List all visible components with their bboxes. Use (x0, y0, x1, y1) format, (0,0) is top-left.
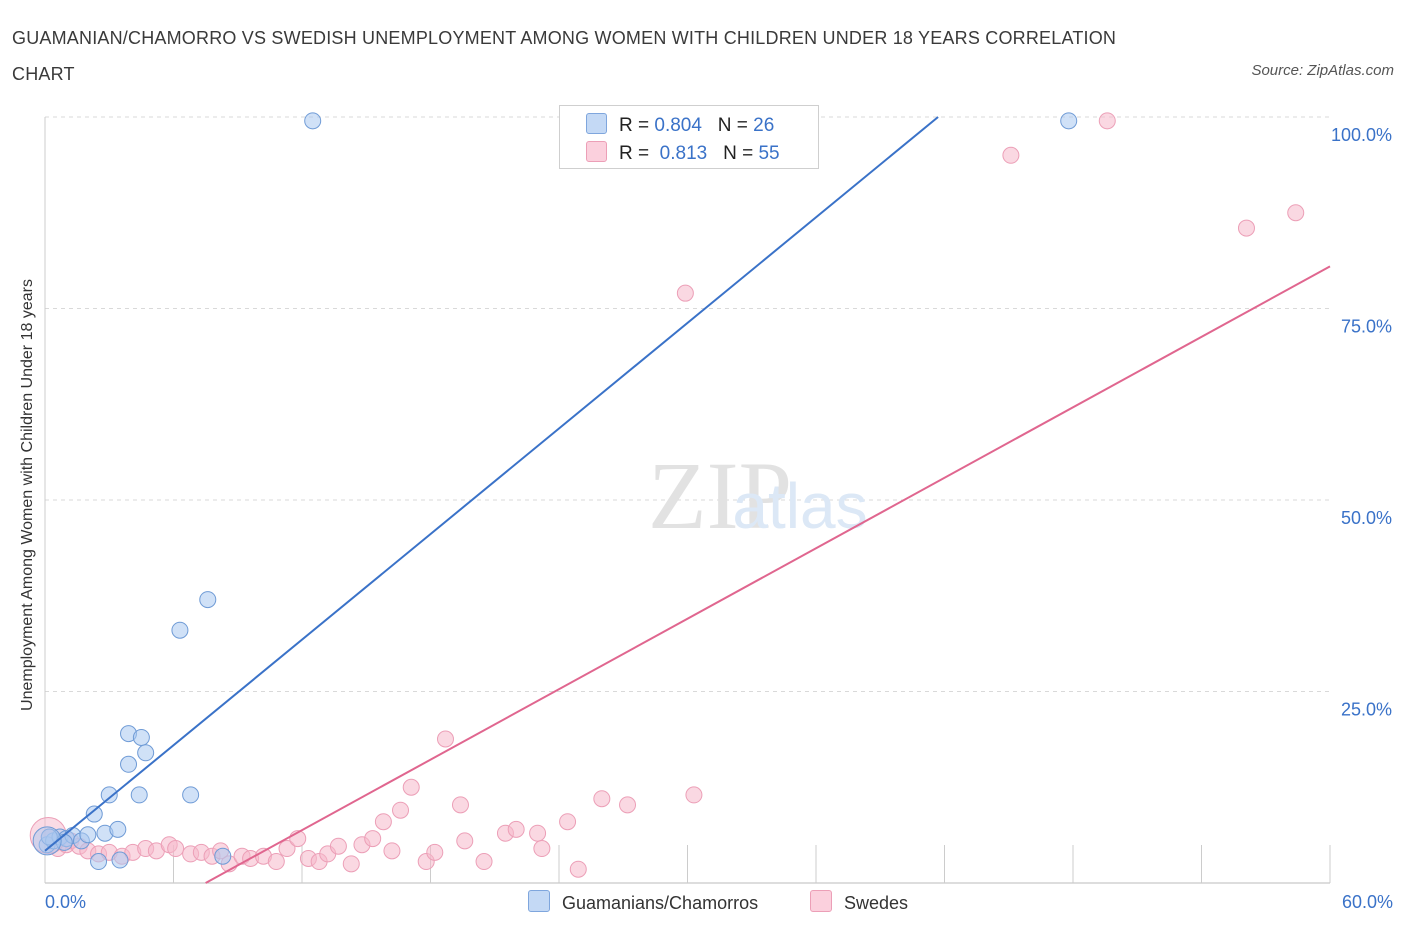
gridlines (45, 116, 1330, 692)
legend-row-guamanians: R = 0.804 N = 26 (586, 113, 774, 137)
guamanians-point (304, 112, 322, 130)
swedes-point (475, 853, 493, 871)
swedes-point (507, 820, 525, 838)
guamanians-point (100, 786, 118, 804)
swedes-point (529, 824, 547, 842)
n-value-guamanians: 26 (753, 115, 775, 136)
blue-swatch (586, 113, 607, 134)
swedes-point (426, 843, 444, 861)
guamanians-point (214, 847, 232, 865)
r-value-swedes: 0.813 (659, 143, 708, 164)
stats-legend: R = 0.804 N = 26 R = 0.813 N = 55 (559, 105, 819, 169)
y-tick-label: 100.0% (1331, 125, 1392, 145)
swedes-point (533, 840, 551, 858)
legend-row-swedes: R = 0.813 N = 55 (586, 141, 780, 165)
swedes-point (329, 837, 347, 855)
guamanians-point (182, 786, 200, 804)
swedes-point (619, 796, 637, 814)
swedes-point (267, 853, 285, 871)
y-tick-label: 75.0% (1341, 317, 1392, 337)
swedes-point (685, 786, 703, 804)
guamanians-point (79, 826, 97, 844)
chart-title: GUAMANIAN/CHAMORRO VS SWEDISH UNEMPLOYME… (12, 28, 1117, 84)
swedes-point (1287, 204, 1305, 222)
swedes-point (383, 842, 401, 860)
legend-swedes-label: Swedes (844, 893, 909, 913)
r-value-guamanians: 0.804 (654, 115, 702, 136)
swedes-point (1098, 112, 1116, 130)
guamanians-point (199, 591, 217, 609)
blue-swatch (528, 890, 550, 912)
swedes-point (278, 840, 296, 858)
guamanians-point (1060, 112, 1078, 130)
swedes-point (402, 778, 420, 796)
swedes-point (593, 790, 611, 808)
guamanians-point (109, 820, 127, 838)
guamanians-point (90, 853, 108, 871)
guamanians-point (137, 744, 155, 762)
swedes-trend-line (205, 265, 1331, 884)
watermark-zip: ZIP (648, 442, 792, 549)
guamanians-point (132, 728, 150, 746)
swedes-point (676, 284, 694, 302)
watermark-atlas: atlas (732, 470, 867, 542)
x-tick-label: 60.0% (1342, 892, 1393, 912)
guamanians-point (111, 851, 129, 869)
swedes-point (569, 860, 587, 878)
legend-swedes: Swedes (810, 890, 908, 914)
x-tick-label: 0.0% (45, 892, 86, 912)
swedes-point (364, 830, 382, 848)
y-tick-label: 50.0% (1341, 508, 1392, 528)
swedes-points (29, 112, 1305, 878)
swedes-point (1002, 146, 1020, 164)
guamanians-points (32, 112, 1078, 871)
swedes-point (342, 855, 360, 873)
swedes-point (436, 730, 454, 748)
swedes-point (392, 801, 410, 819)
y-tick-label: 25.0% (1341, 700, 1392, 720)
guamanians-point (171, 621, 189, 639)
n-value-swedes: 55 (758, 143, 780, 164)
guamanians-point (120, 755, 138, 773)
guamanians-point (85, 805, 103, 823)
swedes-point (167, 840, 185, 858)
swedes-point (456, 832, 474, 850)
guamanians-point (32, 826, 62, 856)
swedes-point (559, 813, 577, 831)
pink-swatch (586, 141, 607, 162)
swedes-point (374, 813, 392, 831)
legend-guamanians-label: Guamanians/Chamorros (562, 893, 759, 913)
legend-guamanians: Guamanians/Chamorros (528, 890, 758, 914)
chart-source: Source: ZipAtlas.com (1251, 62, 1394, 79)
tick-labels: 25.0% 50.0% 75.0% 100.0% 0.0% 60.0% (45, 125, 1393, 912)
axes (44, 117, 1331, 884)
swedes-point (1237, 219, 1255, 237)
trend-lines (44, 116, 1331, 884)
pink-swatch (810, 890, 832, 912)
guamanians-trend-line (44, 116, 939, 852)
swedes-point (451, 796, 469, 814)
guamanians-point (130, 786, 148, 804)
